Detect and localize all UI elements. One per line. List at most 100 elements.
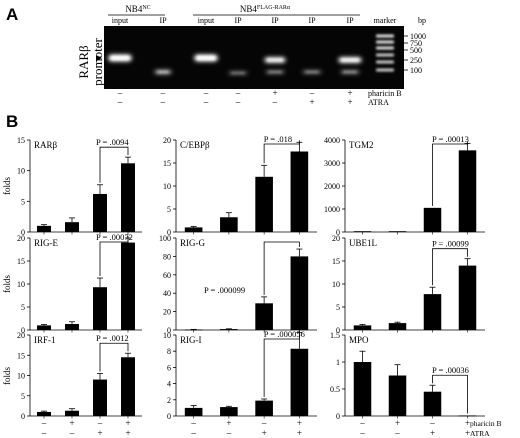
gel-treat-mark: – xyxy=(117,88,123,98)
chart-title: C/EBPβ xyxy=(180,140,210,150)
y-tick-label: 20 xyxy=(17,331,25,340)
bar xyxy=(290,348,309,416)
treat-label: pharicin B xyxy=(470,419,501,428)
gel-treat-mark: + xyxy=(272,88,277,98)
gel-ylabel-line1: RARβ xyxy=(76,45,91,79)
y-axis-label: folds xyxy=(2,177,12,195)
p-value: P = .00013 xyxy=(432,134,469,144)
y-tick-label: 4 xyxy=(167,380,171,389)
bar xyxy=(220,217,238,232)
y-tick-label: 0 xyxy=(21,326,25,335)
bar-chart: 0 5 10 15 20 C/EBPβ P = .018 xyxy=(163,134,317,237)
gel-lane-label: IP xyxy=(159,16,167,25)
p-value: P = .0094 xyxy=(96,137,129,147)
chart-title: RARβ xyxy=(34,140,58,150)
y-tick-label: 5 xyxy=(21,392,25,401)
treat-mark: – xyxy=(190,418,196,428)
y-tick-label: 1.5 xyxy=(330,331,340,340)
bar xyxy=(184,329,203,331)
treat-mark: – xyxy=(394,428,400,438)
gel-marker-label: 750 xyxy=(410,39,422,48)
bar xyxy=(458,265,477,330)
y-tick-label: 15 xyxy=(332,257,340,266)
gel-band-core xyxy=(268,71,282,73)
gel-bp-unit: bp xyxy=(418,16,426,25)
p-value: P = .018 xyxy=(264,134,292,144)
y-tick-label: 10 xyxy=(332,280,340,289)
gel-band-core xyxy=(197,56,215,60)
y-tick-label: 10 xyxy=(163,331,171,340)
gel-group-nc: NB4NC xyxy=(125,4,150,14)
treat-mark: + xyxy=(430,428,435,438)
gel-lane-label: IP xyxy=(271,16,279,25)
significance-bracket xyxy=(432,248,468,286)
gel-treat-mark: – xyxy=(309,88,315,98)
treat-mark: – xyxy=(69,428,75,438)
y-tick-label: 5 xyxy=(21,303,25,312)
chart-title: MPO xyxy=(349,335,369,345)
gel-marker-label: 100 xyxy=(410,66,422,75)
gel-marker-label: 1000 xyxy=(410,32,426,41)
treat-mark: + xyxy=(97,428,102,438)
bar xyxy=(37,225,51,232)
y-tick-label: 20 xyxy=(163,308,171,317)
y-axis-label: folds xyxy=(2,275,12,293)
p-value: P = .0012 xyxy=(96,333,129,343)
y-tick-label: 20 xyxy=(163,136,171,145)
chart-title: RIG-E xyxy=(34,238,58,248)
bar xyxy=(121,242,135,330)
gel-band-core xyxy=(305,71,319,73)
gel-ladder-band xyxy=(376,40,394,44)
bar xyxy=(65,222,79,232)
gel-treat-mark: + xyxy=(347,88,352,98)
significance-bracket xyxy=(432,141,468,206)
y-tick-label: 80 xyxy=(163,252,171,261)
y-tick-label: 2000 xyxy=(324,182,340,191)
gel-treat-mark: – xyxy=(117,97,123,107)
bar-chart: 0 1000 2000 3000 4000 TGM2 P = .00013 xyxy=(324,134,485,237)
gel-image xyxy=(104,26,404,89)
y-tick-label: 60 xyxy=(163,271,171,280)
treat-mark: + xyxy=(465,418,470,428)
y-tick-label: 1 xyxy=(336,358,340,367)
gel-treat-mark: – xyxy=(203,88,209,98)
significance-bracket xyxy=(263,241,300,295)
bar xyxy=(458,150,477,232)
chart-title: UBE1L xyxy=(349,238,377,248)
treat-mark: + xyxy=(465,428,470,438)
gel-marker-label: 250 xyxy=(410,56,422,65)
chart-title: RIG-I xyxy=(180,335,202,345)
gel-treat-label: ATRA xyxy=(368,98,389,107)
bar xyxy=(353,231,372,232)
treat-mark: – xyxy=(97,418,103,428)
significance-bracket xyxy=(99,342,129,372)
bar-chart: 0 2 4 6 8 10 RIG-I P = .000056 xyxy=(163,329,317,421)
bar-chart: 0 5 10 15 RARβ P = .0094 xyxy=(17,136,142,237)
y-tick-label: 6 xyxy=(167,363,171,372)
gel-lane-label: marker xyxy=(374,16,397,25)
y-tick-label: 15 xyxy=(17,136,25,145)
y-tick-label: 40 xyxy=(163,289,171,298)
gel-treat-mark: + xyxy=(309,97,314,107)
bar xyxy=(290,151,309,232)
y-tick-label: 5 xyxy=(167,205,171,214)
bar xyxy=(184,407,203,416)
y-tick-label: 0 xyxy=(167,326,171,335)
bar xyxy=(37,411,51,416)
y-axis-label: folds xyxy=(2,367,12,385)
bar xyxy=(423,207,442,232)
y-tick-label: 5 xyxy=(21,197,25,206)
y-tick-label: 10 xyxy=(17,167,25,176)
treat-mark: – xyxy=(359,418,365,428)
bar xyxy=(65,324,79,330)
bar xyxy=(388,323,407,330)
treat-mark: – xyxy=(429,418,435,428)
treat-mark: + xyxy=(125,418,130,428)
y-tick-label: 15 xyxy=(17,257,25,266)
y-tick-label: 0 xyxy=(21,228,25,237)
p-value: P = .00099 xyxy=(432,239,469,249)
gel-treat-mark: – xyxy=(160,97,166,107)
bar xyxy=(353,362,372,416)
